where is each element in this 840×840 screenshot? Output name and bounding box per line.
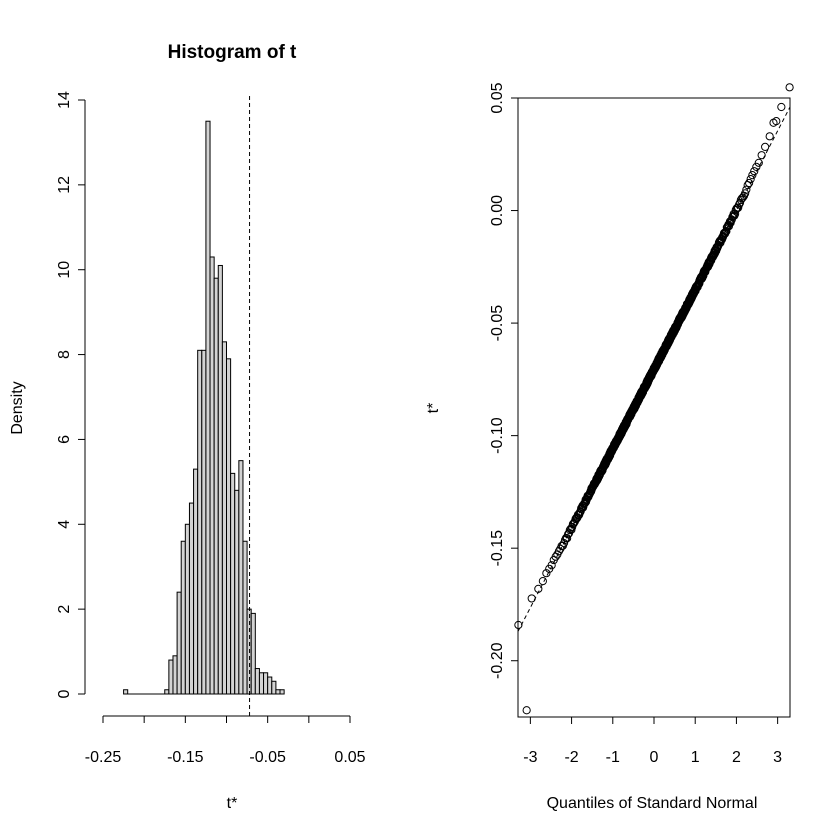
qq-x-tick-label: -1 bbox=[606, 749, 620, 766]
histogram-bar bbox=[258, 672, 265, 695]
qq-point bbox=[750, 167, 759, 176]
qq-point bbox=[547, 561, 556, 570]
histogram-bar bbox=[226, 358, 232, 695]
histogram-panel: Histogram of t -0.25 -0.15 -0.05 0.05 0 2 4 6 8… bbox=[9, 42, 366, 812]
qq-x-tick-label: 1 bbox=[691, 749, 700, 766]
histogram-bar bbox=[123, 689, 129, 695]
qq-point bbox=[745, 178, 754, 188]
qq-point bbox=[754, 158, 763, 167]
histogram-bar bbox=[176, 591, 182, 695]
qq-y-axis: -0.20 -0.15 -0.10 -0.05 0.00 0.05 bbox=[489, 82, 518, 679]
histogram-y-tick-label: 2 bbox=[56, 605, 73, 614]
histogram-bar bbox=[217, 264, 223, 695]
histogram-x-tick-label: 0.05 bbox=[334, 749, 365, 766]
histogram-bar bbox=[275, 689, 281, 695]
histogram-bar bbox=[168, 659, 174, 695]
histogram-bar bbox=[172, 655, 178, 695]
qq-x-axis: -3 -2 -1 0 1 2 3 bbox=[523, 717, 782, 766]
qq-x-label: Quantiles of Standard Normal bbox=[547, 795, 758, 812]
qq-y-tick-label: 0.05 bbox=[489, 82, 506, 113]
histogram-x-tick-label: -0.25 bbox=[85, 749, 122, 766]
histogram-bar bbox=[254, 668, 260, 695]
histogram-bar bbox=[201, 349, 207, 695]
qq-point bbox=[741, 189, 750, 198]
qq-x-tick-label: 2 bbox=[732, 749, 741, 766]
qq-y-tick-label: 0.00 bbox=[489, 195, 506, 226]
histogram-y-tick-label: 4 bbox=[56, 520, 73, 529]
histogram-x-tick-label: -0.05 bbox=[249, 749, 286, 766]
histogram-x-tick-label: -0.15 bbox=[167, 749, 204, 766]
histogram-x-label: t* bbox=[227, 795, 238, 812]
histogram-y-axis: 0 2 4 6 8 10 12 14 bbox=[56, 91, 86, 698]
qq-x-tick-label: 0 bbox=[650, 749, 659, 766]
histogram-bar bbox=[209, 256, 215, 695]
qq-point bbox=[738, 193, 747, 202]
histogram-y-tick-label: 8 bbox=[56, 350, 73, 359]
qq-point bbox=[734, 203, 743, 212]
histogram-y-tick-label: 14 bbox=[56, 91, 73, 109]
histogram-title: Histogram of t bbox=[168, 42, 297, 63]
qq-point bbox=[746, 175, 755, 184]
histogram-bar bbox=[205, 120, 211, 695]
qq-y-tick-label: -0.20 bbox=[489, 642, 506, 679]
qq-x-tick-label: -3 bbox=[523, 749, 537, 766]
histogram-bar bbox=[263, 672, 269, 695]
histogram-bar bbox=[164, 689, 170, 695]
histogram-bar bbox=[267, 676, 273, 695]
histogram-bar bbox=[250, 612, 256, 695]
qq-y-tick-label: -0.15 bbox=[489, 530, 506, 567]
qq-point bbox=[752, 162, 761, 172]
qq-points bbox=[514, 83, 794, 715]
histogram-y-tick-label: 6 bbox=[56, 435, 73, 444]
qq-point bbox=[761, 142, 770, 151]
histogram-x-axis: -0.25 -0.15 -0.05 0.05 bbox=[85, 715, 366, 766]
qq-point bbox=[522, 706, 531, 715]
histogram-bar bbox=[193, 468, 199, 695]
histogram-bar bbox=[188, 502, 195, 695]
qq-point bbox=[527, 594, 536, 603]
histogram-bar bbox=[242, 540, 248, 695]
histogram-bar bbox=[271, 680, 277, 695]
histogram-bar bbox=[184, 523, 190, 695]
histogram-bar bbox=[213, 277, 219, 695]
qq-point bbox=[777, 102, 786, 112]
qq-point bbox=[538, 577, 547, 586]
histogram-bar bbox=[238, 460, 244, 695]
histogram-bar bbox=[197, 349, 203, 695]
histogram-y-tick-label: 10 bbox=[56, 261, 73, 279]
histogram-bar bbox=[279, 689, 285, 695]
qq-point bbox=[748, 171, 757, 180]
qq-x-tick-label: -2 bbox=[564, 749, 578, 766]
qq-point bbox=[554, 547, 563, 556]
histogram-y-tick-label: 0 bbox=[56, 689, 73, 698]
histogram-y-label: Density bbox=[9, 381, 26, 434]
qq-point bbox=[769, 118, 778, 127]
qq-point bbox=[757, 151, 766, 160]
histogram-bar bbox=[221, 341, 227, 695]
qq-point bbox=[568, 520, 577, 529]
histogram-bar bbox=[180, 540, 186, 695]
histogram-bar bbox=[230, 472, 236, 695]
qq-y-label: t* bbox=[425, 403, 442, 414]
histogram-bars bbox=[123, 120, 285, 695]
histogram-bar bbox=[234, 489, 240, 695]
qq-point bbox=[534, 584, 543, 593]
qq-plot-panel: -3 -2 -1 0 1 2 3 -0.20-0.15-0.10-0.050.000.05 … bbox=[425, 82, 794, 812]
qq-y-tick-label: -0.10 bbox=[489, 417, 506, 454]
qq-point bbox=[563, 534, 572, 543]
qq-point bbox=[765, 132, 774, 141]
histogram-y-tick-label: 12 bbox=[56, 176, 73, 194]
qq-point bbox=[785, 83, 794, 92]
qq-point bbox=[742, 185, 751, 194]
qq-y-tick-label: -0.05 bbox=[489, 305, 506, 342]
qq-point bbox=[542, 569, 551, 578]
qq-point bbox=[514, 620, 523, 630]
qq-plot-box bbox=[517, 97, 791, 718]
qq-x-tick-label: 3 bbox=[773, 749, 782, 766]
